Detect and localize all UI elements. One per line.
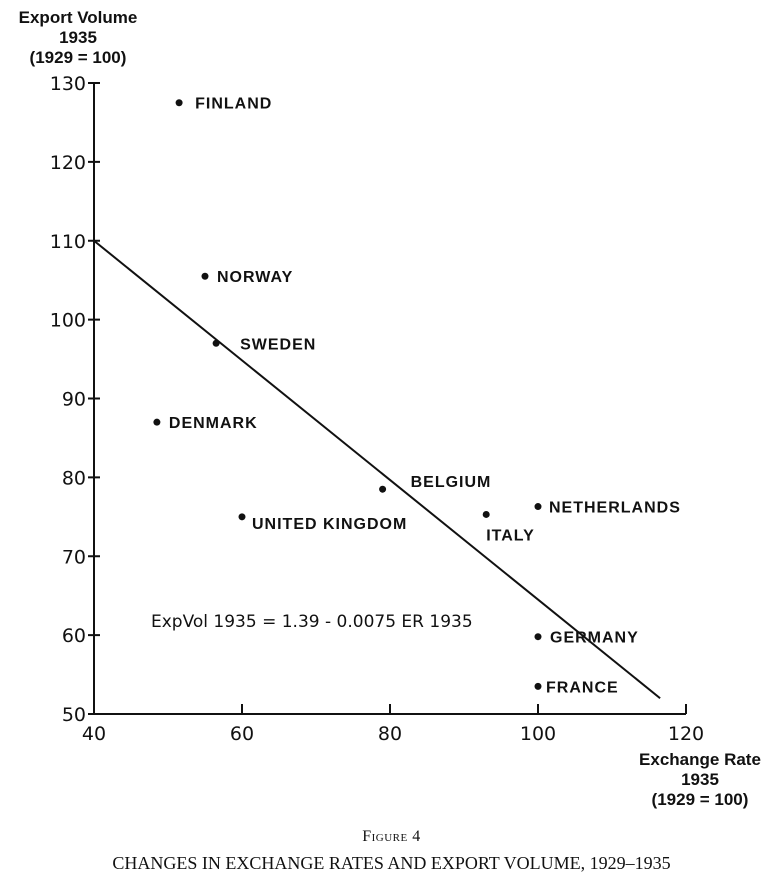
y-tick-label: 80 xyxy=(62,467,86,489)
figure-number: Figure 4 xyxy=(362,828,421,845)
point-marker xyxy=(238,513,246,521)
data-point: FRANCE xyxy=(534,679,619,696)
figure-title: CHANGES IN EXCHANGE RATES AND EXPORT VOL… xyxy=(112,853,671,873)
data-point: GERMANY xyxy=(534,630,639,647)
point-marker xyxy=(482,510,490,518)
data-point: ITALY xyxy=(482,510,535,544)
point-label: SWEDEN xyxy=(240,336,316,353)
regression-equation: ExpVol 1935 = 1.39 - 0.0075 ER 1935 xyxy=(151,612,473,632)
x-axis-title-line: Exchange Rate xyxy=(639,750,761,769)
point-label: NETHERLANDS xyxy=(549,500,681,517)
point-marker xyxy=(534,682,542,690)
y-tick-label: 120 xyxy=(50,152,86,174)
point-label: BELGIUM xyxy=(411,474,492,491)
point-label: DENMARK xyxy=(169,415,258,432)
point-marker xyxy=(212,339,220,347)
point-label: FRANCE xyxy=(546,679,619,696)
x-tick-label: 40 xyxy=(82,723,106,745)
point-label: ITALY xyxy=(486,527,535,544)
point-marker xyxy=(201,272,209,280)
point-marker xyxy=(379,485,387,493)
y-tick-label: 100 xyxy=(50,310,86,332)
y-tick-label: 50 xyxy=(62,704,86,726)
y-tick-label: 110 xyxy=(50,231,86,253)
y-tick-label: 70 xyxy=(62,546,86,568)
x-axis-title-line: 1935 xyxy=(681,770,719,789)
data-point: UNITED KINGDOM xyxy=(238,513,407,533)
data-point: SWEDEN xyxy=(212,336,316,353)
x-tick-label: 80 xyxy=(378,723,402,745)
y-axis-title-line: Export Volume xyxy=(19,8,138,27)
fit-line xyxy=(93,239,661,700)
y-axis-title-line: 1935 xyxy=(59,28,97,47)
point-label: GERMANY xyxy=(550,630,639,647)
axes xyxy=(88,82,687,715)
data-point: FINLAND xyxy=(175,96,272,113)
point-marker xyxy=(153,418,161,426)
tick-labels: 50 60 70 80 90 100 110 120 130 40 60 80 100 120 xyxy=(50,73,704,745)
point-label: FINLAND xyxy=(195,96,272,113)
y-tick-label: 90 xyxy=(62,389,86,411)
data-point: NORWAY xyxy=(201,269,293,286)
x-tick-label: 60 xyxy=(230,723,254,745)
data-point: NETHERLANDS xyxy=(534,500,681,517)
point-label: NORWAY xyxy=(217,269,293,286)
point-label: UNITED KINGDOM xyxy=(252,516,407,533)
y-tick-label: 60 xyxy=(62,625,86,647)
y-tick-label: 130 xyxy=(50,73,86,95)
point-marker xyxy=(534,633,542,641)
data-point: DENMARK xyxy=(153,415,257,432)
x-tick-label: 100 xyxy=(520,723,556,745)
point-marker xyxy=(534,503,542,511)
x-axis-title-line: (1929 = 100) xyxy=(652,790,749,809)
x-tick-label: 120 xyxy=(668,723,704,745)
point-marker xyxy=(175,99,183,107)
y-axis-title-line: (1929 = 100) xyxy=(30,48,127,67)
data-points: FINLAND NORWAY SWEDEN DENMARK BELGIUM UNITED … xyxy=(153,96,681,696)
data-point: BELGIUM xyxy=(379,474,492,493)
